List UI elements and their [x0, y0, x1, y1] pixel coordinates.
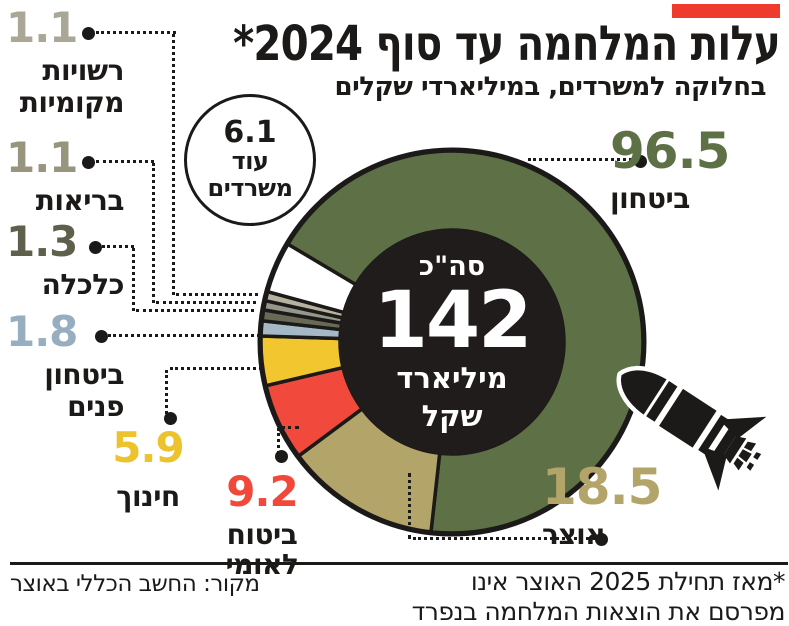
footnote-line1: *מאז תחילת 2025 האוצר אינו [470, 567, 786, 596]
connector-line [165, 370, 168, 414]
connector-dot [95, 330, 108, 343]
connector-line [281, 426, 299, 429]
callout-economy: 1.3 כלכלה [6, 217, 125, 301]
header: עלות המלחמה עד סוף 2024* בחלוקה למשרדים,… [129, 16, 781, 102]
callout-label: רשויות [42, 53, 124, 87]
callout-health: 1.1 בריאות [6, 133, 125, 217]
callout-value: 96.5 [610, 122, 730, 180]
connector-line [152, 163, 155, 303]
bubble-value: 6.1 [223, 115, 277, 151]
other-ministries-bubble: 6.1 עוד משרדים [184, 94, 316, 226]
donut-center-disc [339, 229, 565, 455]
connector-dot [164, 412, 177, 425]
footer-rule [10, 562, 788, 565]
brand-bar [672, 4, 780, 18]
footnote: *מאז תחילת 2025 האוצר אינו מפרסם את הוצא… [411, 567, 786, 626]
missile-icon [616, 366, 771, 496]
callout-label: פנים [67, 389, 124, 423]
connector-dot [275, 450, 288, 463]
callout-label: בריאות [35, 183, 125, 217]
callout-label: אוצר [542, 517, 606, 551]
connector-dot [89, 241, 102, 254]
bubble-label-line2: משרדים [207, 174, 293, 202]
callout-local-authorities: 1.1 רשויות מקומיות [6, 3, 125, 119]
connector-dot [82, 156, 95, 169]
connector-dot [634, 155, 647, 168]
callout-label: מקומיות [19, 85, 125, 119]
callout-defense: 96.5 ביטחון [610, 122, 780, 215]
connector-line [172, 34, 175, 295]
page-title: עלות המלחמה עד סוף 2024* [233, 16, 781, 72]
callout-homefront-security: 1.8 ביטחון פנים [6, 307, 125, 423]
callout-value: 1.1 [6, 3, 78, 52]
connector-line [102, 245, 134, 248]
connector-line [96, 31, 176, 34]
page-subtitle: בחלוקה למשרדים, במיליארדי שקלים [334, 71, 767, 102]
connector-line [170, 367, 262, 370]
connector-line [176, 293, 258, 296]
connector-line [96, 160, 154, 163]
callout-label: כלכלה [41, 267, 125, 301]
total-prefix: סה"כ [418, 251, 486, 283]
connector-line [277, 428, 280, 454]
connector-line [413, 537, 595, 540]
callout-label: ביטחון [610, 181, 690, 215]
connector-line [108, 334, 260, 337]
connector-dot [595, 533, 608, 546]
bubble-label-line1: עוד [231, 147, 269, 176]
connector-line [132, 248, 135, 311]
callout-label: חינוך [116, 479, 180, 513]
callout-treasury: 18.5 אוצר [542, 458, 692, 551]
callout-value: 5.9 [112, 423, 184, 472]
callout-education: 5.9 חינוך [100, 423, 196, 513]
callout-value: 1.8 [6, 307, 78, 356]
callout-value: 9.2 [226, 467, 298, 516]
connector-line [408, 473, 411, 539]
callout-value: 1.3 [6, 217, 78, 266]
callout-value: 18.5 [542, 458, 662, 516]
connector-dot [82, 27, 95, 40]
connector-line [156, 301, 256, 304]
callout-value: 1.1 [6, 133, 78, 182]
callout-label: ביטחון [44, 357, 124, 391]
total-unit-line2: שקל [421, 398, 483, 433]
footnote-line2: מפרסם את הוצאות המלחמה בנפרד [411, 597, 786, 626]
total-unit-line1: מיליארד [396, 361, 508, 396]
total-value: 142 [373, 276, 533, 367]
donut-center-label: סה"כ 142 מיליארד שקל [342, 232, 562, 452]
connector-line [136, 309, 254, 312]
source-credit: מקור: החשב הכללי באוצר [10, 571, 260, 597]
connector-line [528, 158, 632, 161]
